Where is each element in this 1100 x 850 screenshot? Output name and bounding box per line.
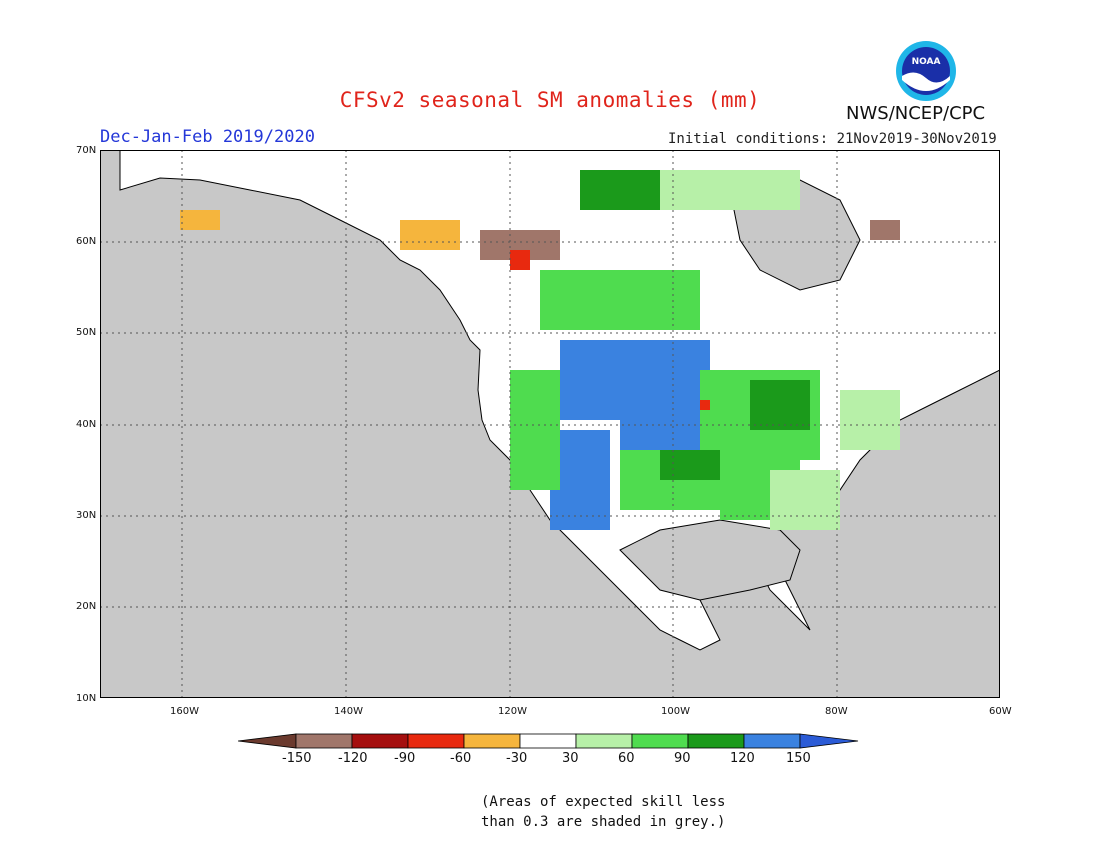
initial-conditions-label: Initial conditions: 21Nov2019-30Nov2019 (668, 131, 997, 147)
anomaly-lightgreen-east (660, 170, 900, 530)
legend-tick-label: 90 (674, 751, 691, 766)
lon-label-80w: 80W (825, 706, 848, 717)
legend-tick-label: 60 (618, 751, 635, 766)
skill-note-line2: than 0.3 are shaded in grey.) (481, 814, 726, 830)
agency-label: NWS/NCEP/CPC (846, 103, 986, 124)
lon-label-120w: 120W (498, 706, 527, 717)
legend-swatch-8 (687, 733, 745, 749)
lon-label-60w: 60W (989, 706, 1012, 717)
gulf-of-mexico (619, 519, 801, 601)
lat-label-30n: 30N (76, 510, 97, 521)
legend-swatch-2 (351, 733, 409, 749)
legend-swatch-10 (799, 733, 859, 749)
legend-tick-label: -120 (338, 751, 368, 766)
map-title: CFSv2 seasonal SM anomalies (mm) (339, 88, 761, 112)
lat-label-20n: 20N (76, 601, 97, 612)
legend-tick-label: 120 (730, 751, 755, 766)
lat-label-70n: 70N (76, 145, 97, 156)
legend-swatch-6 (575, 733, 633, 749)
noaa-logo: NOAA (896, 41, 956, 101)
lon-label-140w: 140W (334, 706, 363, 717)
skill-note: (Areas of expected skill less than 0.3 a… (481, 792, 725, 832)
lon-label-100w: 100W (661, 706, 690, 717)
legend-swatch-0 (238, 733, 297, 749)
legend-swatch-4 (463, 733, 521, 749)
legend-tick-label: -30 (506, 751, 528, 766)
legend-tick-label: 150 (786, 751, 811, 766)
season-label: Dec-Jan-Feb 2019/2020 (100, 127, 315, 147)
legend-swatch-9 (743, 733, 801, 749)
legend-tick-label: -60 (450, 751, 472, 766)
legend-tick-label: -90 (394, 751, 416, 766)
legend-swatch-5 (519, 733, 577, 749)
anomaly-orange-alaska (180, 210, 460, 250)
anomaly-darkgreen-patches (580, 170, 810, 480)
skill-note-line1: (Areas of expected skill less (481, 794, 726, 810)
lat-label-50n: 50N (76, 327, 97, 338)
legend-colorbar (238, 733, 859, 749)
lat-label-40n: 40N (76, 419, 97, 430)
legend-swatch-1 (295, 733, 353, 749)
lon-label-160w: 160W (170, 706, 199, 717)
legend-swatch-7 (631, 733, 689, 749)
logo-text: NOAA (912, 57, 941, 67)
lat-label-60n: 60N (76, 236, 97, 247)
lat-label-10n: 10N (76, 693, 97, 704)
graticule (100, 150, 1000, 698)
legend-swatch-3 (407, 733, 465, 749)
soil-moisture-anomaly-map (100, 150, 1000, 698)
legend-tick-label: -150 (282, 751, 312, 766)
anomaly-red-spots (510, 250, 710, 410)
legend-tick-label: 30 (562, 751, 579, 766)
